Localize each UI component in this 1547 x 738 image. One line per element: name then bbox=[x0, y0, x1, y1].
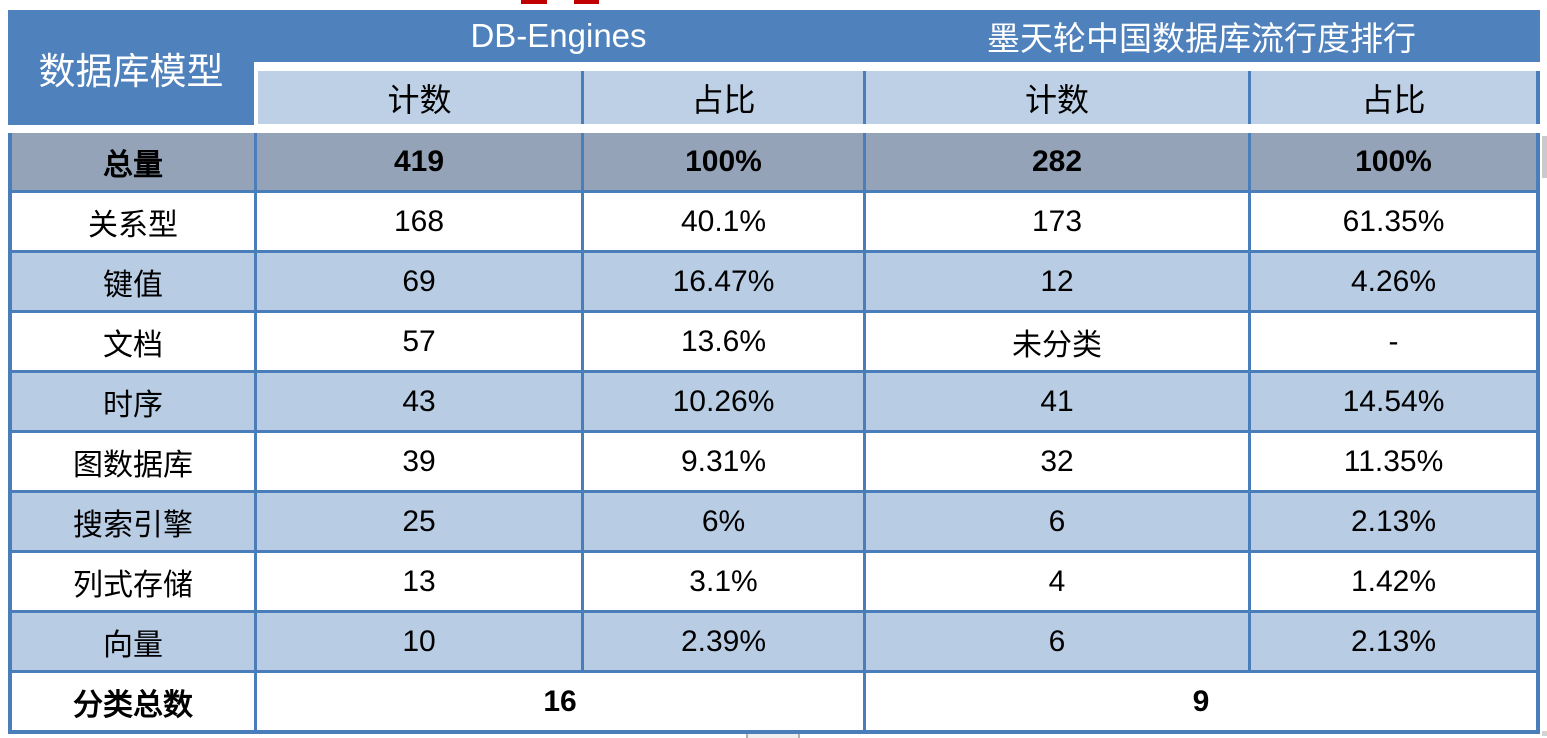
table-header: DB-Engines 墨天轮中国数据库流行度排行 数据库模型 计数 占比 计数 … bbox=[8, 10, 1540, 133]
cell-value: 4 bbox=[863, 553, 1248, 610]
cell-value: 61.35% bbox=[1248, 193, 1540, 250]
cell-value: 419 bbox=[254, 133, 581, 190]
table-body: 总量 419 100% 282 100% 关系型 168 40.1% 173 6… bbox=[8, 133, 1540, 734]
table-row: 文档 57 13.6% 未分类 - bbox=[8, 313, 1540, 373]
table-row: 图数据库 39 9.31% 32 11.35% bbox=[8, 433, 1540, 493]
footer-db-engines-total: 16 bbox=[254, 673, 863, 730]
cell-value: 6 bbox=[863, 493, 1248, 550]
table-row: 向量 10 2.39% 6 2.13% bbox=[8, 613, 1540, 673]
cell-value: 57 bbox=[254, 313, 581, 370]
cell-value: 10 bbox=[254, 613, 581, 670]
cell-value: 282 bbox=[863, 133, 1248, 190]
cell-value: 12 bbox=[863, 253, 1248, 310]
cell-value: 2.13% bbox=[1248, 493, 1540, 550]
cell-value: 32 bbox=[863, 433, 1248, 490]
cropped-corner-fragment bbox=[1542, 731, 1547, 736]
cell-value: 2.13% bbox=[1248, 613, 1540, 670]
cell-value: 100% bbox=[1248, 133, 1540, 190]
row-label: 图数据库 bbox=[8, 433, 254, 490]
cell-value: 6% bbox=[581, 493, 863, 550]
cell-value: 14.54% bbox=[1248, 373, 1540, 430]
cell-value: 9.31% bbox=[581, 433, 863, 490]
footer-modb-total: 9 bbox=[863, 673, 1540, 730]
cell-value: 43 bbox=[254, 373, 581, 430]
column-group-db-engines: DB-Engines bbox=[470, 17, 647, 54]
cell-value: 69 bbox=[254, 253, 581, 310]
column-group-modb: 墨天轮中国数据库流行度排行 bbox=[987, 19, 1416, 58]
subheader-modb-share: 占比 bbox=[1248, 71, 1540, 124]
cell-value: 40.1% bbox=[581, 193, 863, 250]
subheader-db-share: 占比 bbox=[581, 71, 863, 124]
cell-value: 39 bbox=[254, 433, 581, 490]
table-row: 键值 69 16.47% 12 4.26% bbox=[8, 253, 1540, 313]
cell-value: 173 bbox=[863, 193, 1248, 250]
table-row-total: 总量 419 100% 282 100% bbox=[8, 133, 1540, 193]
row-label: 向量 bbox=[8, 613, 254, 670]
cell-value: 41 bbox=[863, 373, 1248, 430]
subheader-db-count: 计数 bbox=[258, 71, 581, 124]
row-label: 总量 bbox=[8, 133, 254, 190]
cell-value: 168 bbox=[254, 193, 581, 250]
database-model-comparison-table: DB-Engines 墨天轮中国数据库流行度排行 数据库模型 计数 占比 计数 … bbox=[8, 10, 1540, 734]
footer-label: 分类总数 bbox=[8, 673, 254, 730]
subheader-row: 计数 占比 计数 占比 bbox=[258, 71, 1540, 124]
cell-value: 3.1% bbox=[581, 553, 863, 610]
row-label: 键值 bbox=[8, 253, 254, 310]
cell-value: 13.6% bbox=[581, 313, 863, 370]
cropped-bottom-fragment bbox=[746, 731, 800, 738]
cropped-red-text-artifact bbox=[574, 0, 599, 4]
row-label: 时序 bbox=[8, 373, 254, 430]
cell-value: 13 bbox=[254, 553, 581, 610]
row-label: 搜索引擎 bbox=[8, 493, 254, 550]
cell-value: 10.26% bbox=[581, 373, 863, 430]
cell-value: 1.42% bbox=[1248, 553, 1540, 610]
table-row: 搜索引擎 25 6% 6 2.13% bbox=[8, 493, 1540, 553]
row-label: 列式存储 bbox=[8, 553, 254, 610]
table-row: 列式存储 13 3.1% 4 1.42% bbox=[8, 553, 1540, 613]
cell-value: 未分类 bbox=[863, 313, 1248, 370]
row-label-header: 数据库模型 bbox=[8, 10, 254, 125]
cell-value: 6 bbox=[863, 613, 1248, 670]
header-band: DB-Engines 墨天轮中国数据库流行度排行 bbox=[8, 10, 1540, 62]
cropped-right-fragment bbox=[1542, 136, 1547, 178]
subheader-modb-count: 计数 bbox=[863, 71, 1248, 124]
cell-value: 100% bbox=[581, 133, 863, 190]
table-row: 关系型 168 40.1% 173 61.35% bbox=[8, 193, 1540, 253]
cell-value: 2.39% bbox=[581, 613, 863, 670]
table-footer-row: 分类总数 16 9 bbox=[8, 673, 1540, 734]
cell-value: 11.35% bbox=[1248, 433, 1540, 490]
cropped-red-text-artifact bbox=[521, 0, 547, 4]
cell-value: 25 bbox=[254, 493, 581, 550]
cell-value: - bbox=[1248, 313, 1540, 370]
cell-value: 4.26% bbox=[1248, 253, 1540, 310]
row-label: 文档 bbox=[8, 313, 254, 370]
row-label: 关系型 bbox=[8, 193, 254, 250]
table-row: 时序 43 10.26% 41 14.54% bbox=[8, 373, 1540, 433]
cell-value: 16.47% bbox=[581, 253, 863, 310]
